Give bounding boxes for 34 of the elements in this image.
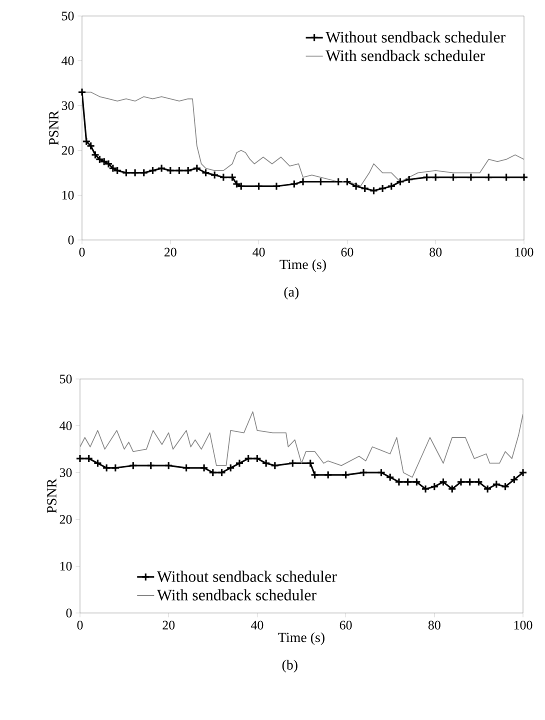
y-tick-label: 40 bbox=[62, 56, 74, 66]
x-tick-label: 0 bbox=[79, 248, 85, 256]
x-tick-label: 80 bbox=[428, 620, 440, 630]
y-tick-label: 30 bbox=[62, 101, 74, 110]
y-tick-label: 30 bbox=[60, 468, 72, 477]
y-tick-label: 0 bbox=[68, 236, 74, 244]
legend-label: With sendback scheduler bbox=[156, 589, 316, 601]
text: (a) bbox=[284, 286, 299, 300]
x-tick-label: 80 bbox=[430, 248, 442, 256]
text: (b) bbox=[282, 660, 298, 672]
x-axis-title: Time (s) bbox=[278, 632, 324, 645]
y-tick-label: 20 bbox=[62, 146, 74, 155]
y-tick-label: 10 bbox=[60, 562, 72, 571]
x-tick-label: 60 bbox=[340, 620, 352, 630]
y-tick-label: 50 bbox=[62, 12, 74, 20]
x-tick-label: 100 bbox=[514, 620, 532, 630]
y-tick-label: 0 bbox=[66, 608, 72, 618]
x-tick-label: 40 bbox=[252, 248, 265, 256]
y-tick-label: 40 bbox=[60, 421, 72, 430]
y-tick-label: 50 bbox=[60, 374, 72, 384]
x-tick-label: 20 bbox=[162, 620, 175, 630]
y-axis-title: PSNR bbox=[49, 110, 58, 146]
x-tick-label: 20 bbox=[164, 248, 176, 256]
x-tick-label: 100 bbox=[515, 248, 534, 256]
x-axis-title: Time (s) bbox=[280, 259, 326, 272]
y-tick-label: 10 bbox=[62, 190, 74, 200]
x-tick-label: 60 bbox=[341, 248, 354, 256]
x-tick-label: 0 bbox=[77, 620, 83, 630]
y-axis-title: PSNR bbox=[47, 478, 56, 514]
y-tick-label: 20 bbox=[60, 515, 72, 524]
x-tick-label: 40 bbox=[250, 620, 264, 630]
legend-label: With sendback scheduler bbox=[326, 50, 486, 62]
legend-label: Without sendback scheduler bbox=[326, 31, 506, 43]
legend-label: Without sendback scheduler bbox=[156, 570, 337, 582]
